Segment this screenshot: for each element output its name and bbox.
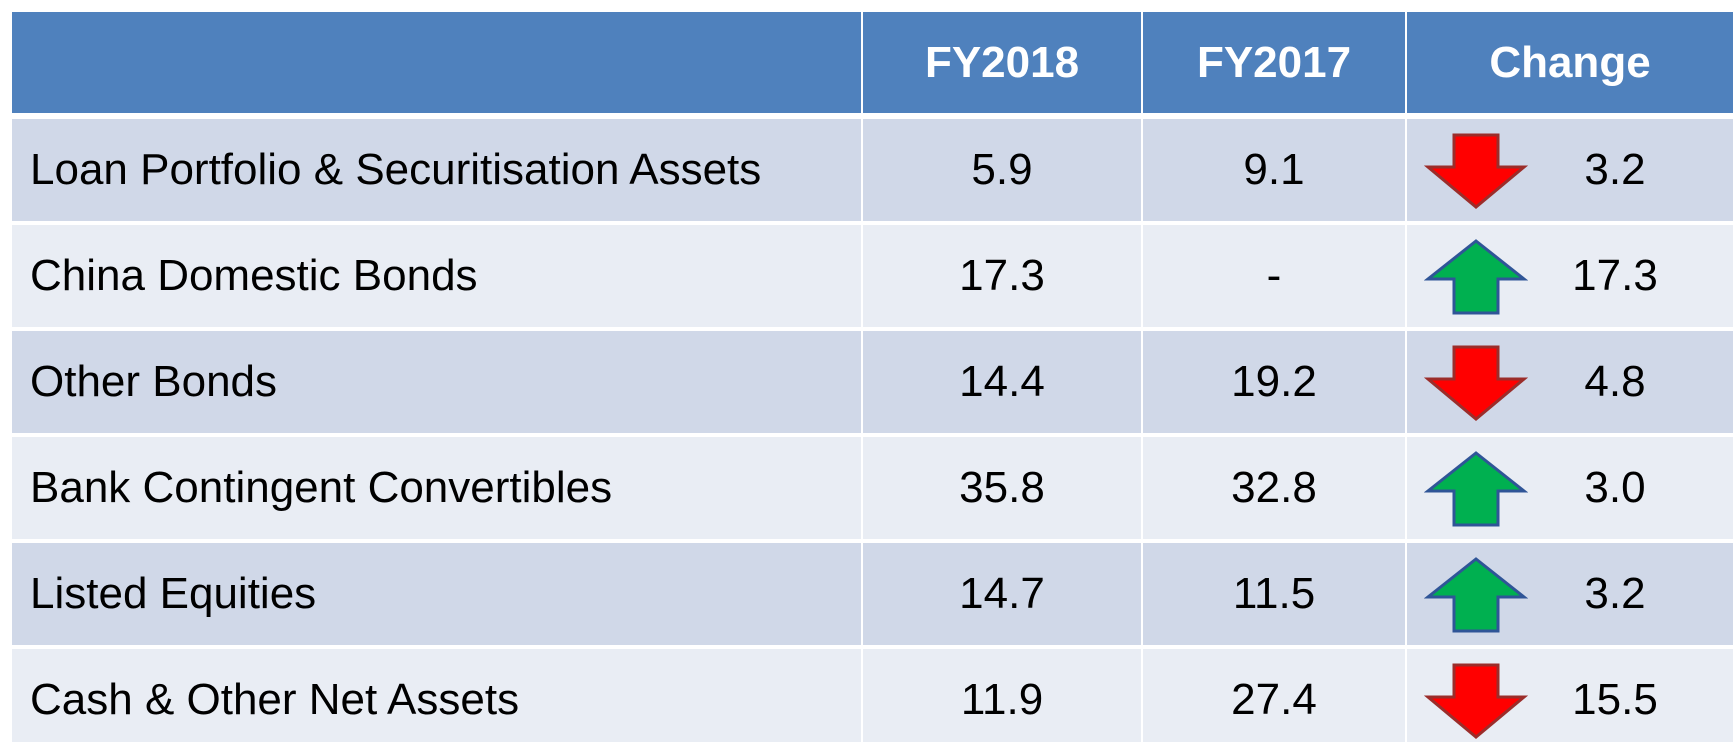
change-value: 3.2 xyxy=(1584,145,1646,194)
arrow-shape xyxy=(1424,239,1528,315)
row-label: Bank Contingent Convertibles xyxy=(12,437,861,539)
row-label: Listed Equities xyxy=(12,543,861,645)
fy2018-cell: 17.3 xyxy=(863,225,1141,327)
trend-arrow xyxy=(1424,239,1528,315)
fy2018-cell: 35.8 xyxy=(863,437,1141,539)
change-value: 17.3 xyxy=(1572,251,1658,300)
arrow-shape xyxy=(1424,557,1528,633)
arrow-shape xyxy=(1424,133,1528,209)
row-label: China Domestic Bonds xyxy=(12,225,861,327)
fy2017-cell: 11.5 xyxy=(1143,543,1405,645)
row-label: Loan Portfolio & Securitisation Assets xyxy=(12,119,861,221)
trend-arrow xyxy=(1424,451,1528,527)
fy2018-cell: 5.9 xyxy=(863,119,1141,221)
header-cell: Change xyxy=(1407,12,1733,113)
arrow-shape xyxy=(1424,451,1528,527)
trend-arrow xyxy=(1424,133,1528,209)
trend-arrow xyxy=(1424,345,1528,421)
fy2017-cell: 9.1 xyxy=(1143,119,1405,221)
header-cell xyxy=(12,12,861,113)
trend-arrow xyxy=(1424,663,1528,739)
arrow-shape xyxy=(1424,663,1528,739)
header-cell: FY2017 xyxy=(1143,12,1405,113)
fy2018-cell: 14.4 xyxy=(863,331,1141,433)
change-value: 4.8 xyxy=(1584,357,1646,406)
arrow-shape xyxy=(1424,345,1528,421)
change-value: 3.2 xyxy=(1584,569,1646,618)
fy2018-cell: 11.9 xyxy=(863,649,1141,742)
change-value: 15.5 xyxy=(1572,675,1658,724)
header-cell: FY2018 xyxy=(863,12,1141,113)
fy2017-cell: 32.8 xyxy=(1143,437,1405,539)
fy2018-cell: 14.7 xyxy=(863,543,1141,645)
row-label: Cash & Other Net Assets xyxy=(12,649,861,742)
row-label: Other Bonds xyxy=(12,331,861,433)
trend-arrow xyxy=(1424,557,1528,633)
fy2017-cell: 19.2 xyxy=(1143,331,1405,433)
change-value: 3.0 xyxy=(1584,463,1646,512)
fy2017-cell: - xyxy=(1143,225,1405,327)
fy2017-cell: 27.4 xyxy=(1143,649,1405,742)
